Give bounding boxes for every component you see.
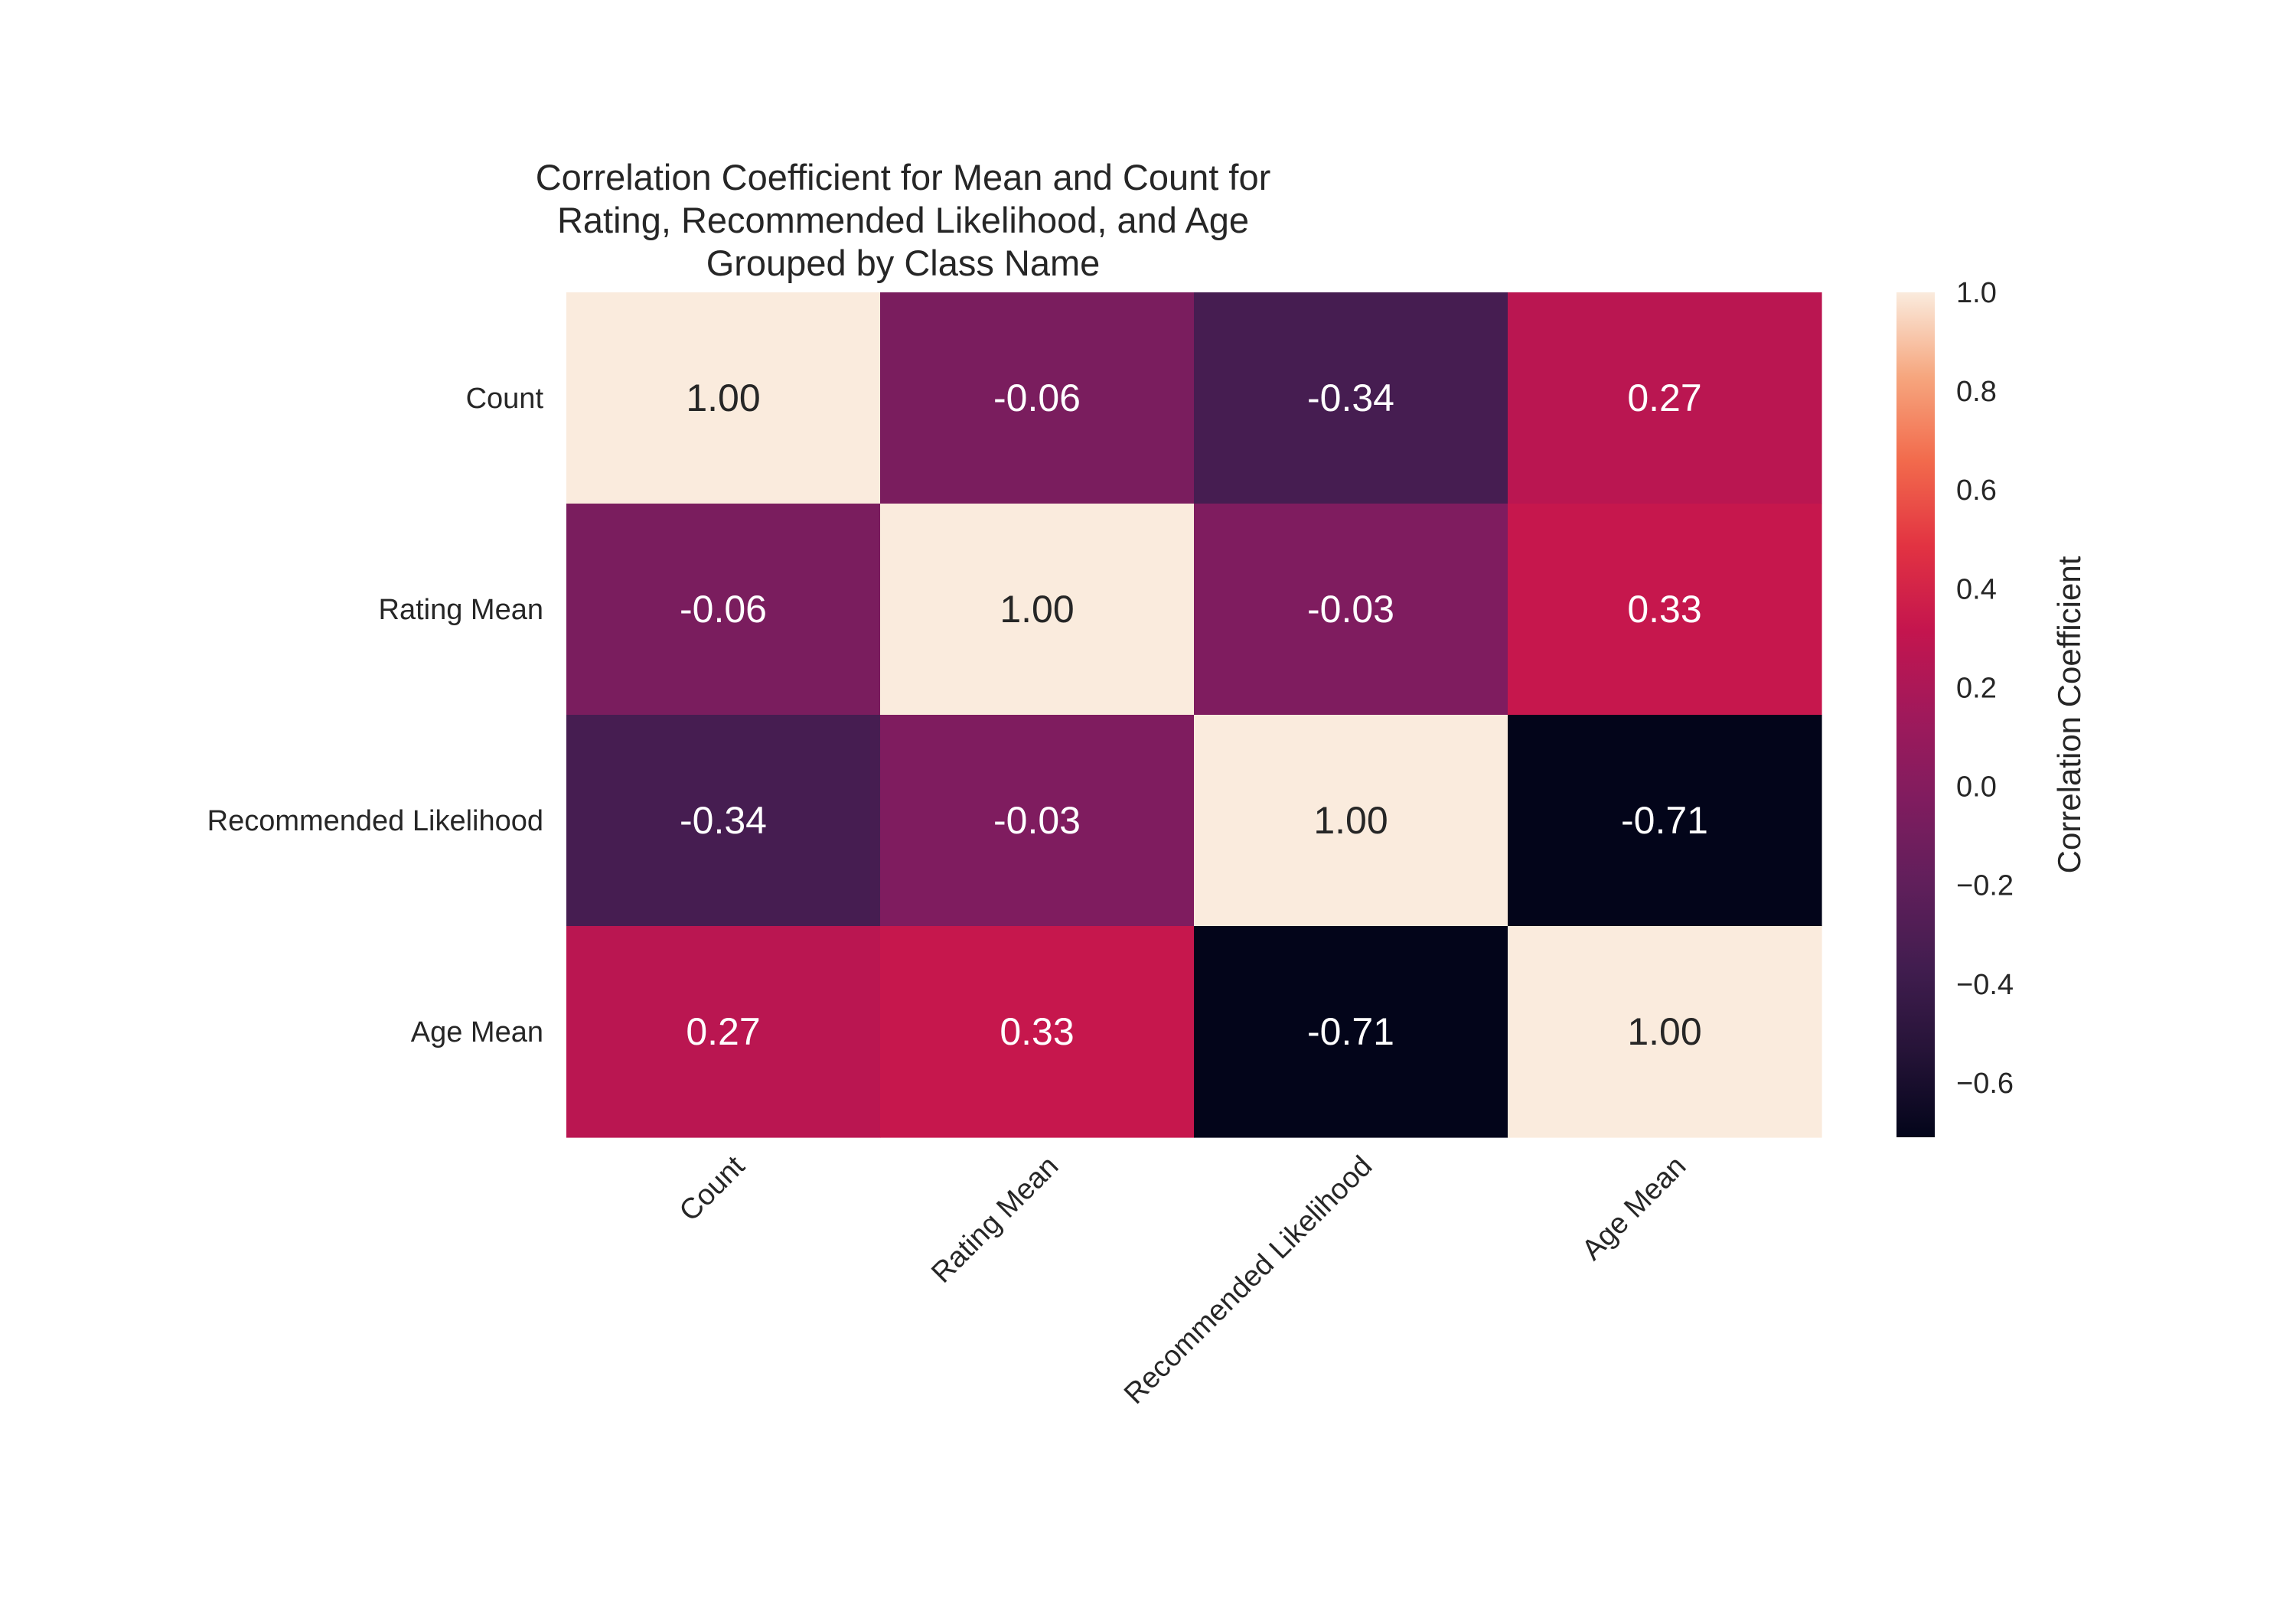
chart-title-line: Rating, Recommended Likelihood, and Age [557,200,1249,240]
cell-value-label: 0.33 [1000,1010,1074,1053]
cell-value-label: -0.71 [1307,1010,1394,1053]
heatmap-cell [566,715,881,927]
heatmap-cell [880,504,1195,716]
heatmap-cell [566,926,881,1138]
heatmap-cell [1508,504,1822,716]
x-tick-label: Rating Mean [925,1150,1065,1290]
x-tick-label: Recommended Likelihood [1118,1150,1378,1410]
cell-value-label: 0.27 [1627,377,1701,419]
cell-value-label: -0.06 [680,588,767,631]
cell-value-label: 1.00 [1000,588,1074,631]
colorbar-tick-label: 0.6 [1956,474,1997,507]
colorbar-tick-label: −0.4 [1956,969,2014,1001]
colorbar-tick-label: 0.0 [1956,771,1997,804]
heatmap-cell [880,715,1195,927]
y-tick-label: Age Mean [411,1016,543,1048]
cell-value-label: 0.33 [1627,588,1701,631]
heatmap-cell [1194,926,1508,1138]
colorbar: 1.0 0.8 0.6 0.4 0.2 0.0 −0.2 −0.4 −0.6 Correlatio… [1896,277,2087,1137]
y-tick-label: Rating Mean [379,594,543,626]
cell-value-label: 1.00 [1627,1010,1701,1053]
colorbar-tick-label: 0.4 [1956,573,1997,605]
cell-value-label: 0.27 [686,1010,760,1053]
chart-title: Correlation Coefficient for Mean and Cou… [536,157,1271,283]
cell-value-label: -0.06 [993,377,1081,419]
colorbar-tick-label: 0.2 [1956,672,1997,704]
colorbar-gradient [1896,292,1935,1137]
cell-value-label: -0.03 [1307,588,1394,631]
y-tick-label: Recommended Likelihood [207,805,543,837]
heatmap-cell [880,292,1195,504]
heatmap-cell [1194,504,1508,716]
chart-title-line: Correlation Coefficient for Mean and Cou… [536,157,1271,197]
colorbar-tick-label: −0.2 [1956,870,2014,902]
x-tick-label: Age Mean [1576,1150,1692,1267]
y-tick-labels: Count Rating Mean Recommended Likelihood Ag… [207,383,544,1048]
heatmap-cell [1508,292,1822,504]
cell-value-label: 1.00 [1313,799,1388,842]
cell-value-label: -0.03 [993,799,1081,842]
colorbar-label: Correlation Coefficient [2051,556,2087,873]
heatmap-cell [1508,715,1822,927]
cell-value-label: -0.71 [1621,799,1708,842]
cell-value-label: 1.00 [686,377,760,419]
y-tick-label: Count [466,383,544,415]
chart-title-line: Grouped by Class Name [706,243,1101,283]
colorbar-tick-label: 1.0 [1956,277,1997,309]
colorbar-tick-label: 0.8 [1956,376,1997,408]
heatmap-cell [1194,292,1508,504]
heatmap-cell [566,292,881,504]
heatmap-cells: 1.00 -0.06 -0.34 0.27 -0.06 1.00 -0.03 0.33 -0.3… [566,292,1822,1138]
heatmap-cell [1508,926,1822,1138]
cell-value-label: -0.34 [1307,377,1394,419]
heatmap-cell [1194,715,1508,927]
cell-value-label: -0.34 [680,799,767,842]
x-tick-labels: Count Rating Mean Recommended Likelihood Ag… [673,1150,1692,1410]
heatmap-cell [566,504,881,716]
x-tick-label: Count [673,1150,752,1228]
colorbar-tick-label: −0.6 [1956,1068,2014,1100]
heatmap-cell [880,926,1195,1138]
